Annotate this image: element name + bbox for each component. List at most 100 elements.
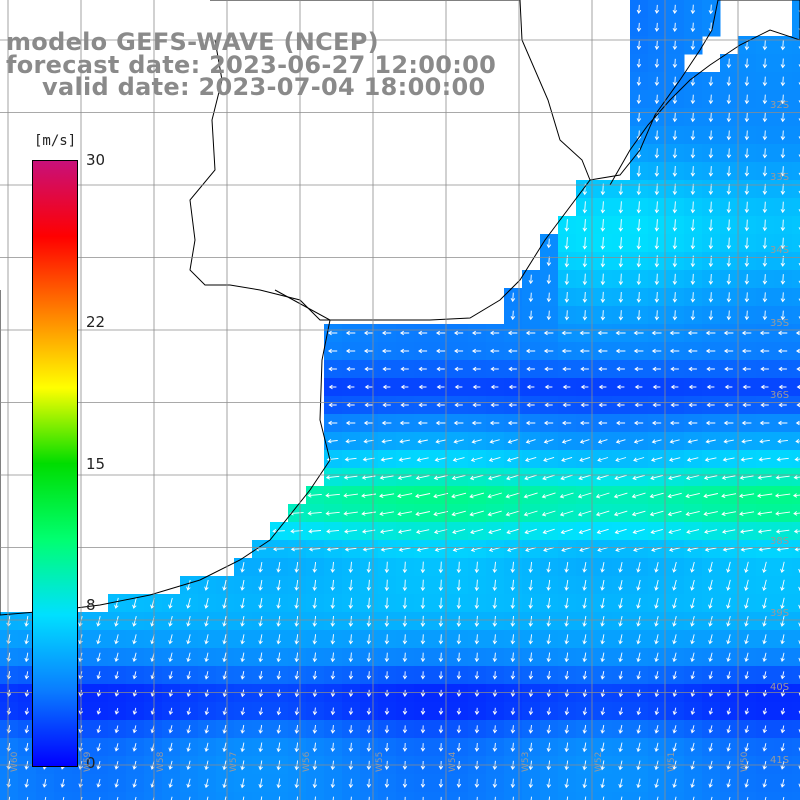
wind-arrow	[492, 689, 498, 698]
wind-arrow	[453, 439, 464, 444]
wind-arrow	[276, 707, 282, 716]
wind-arrow	[744, 130, 750, 141]
wind-arrow	[528, 725, 534, 734]
wind-arrow	[456, 561, 462, 574]
wind-arrow	[366, 725, 372, 734]
wind-arrow	[132, 689, 138, 697]
wind-arrow	[398, 457, 411, 462]
wind-arrow	[708, 112, 714, 123]
wind-arrow	[705, 439, 716, 444]
wind-arrow	[757, 511, 773, 516]
wind-arrow	[508, 384, 517, 390]
wind-arrow	[366, 597, 372, 610]
wind-arrow	[708, 652, 713, 663]
wind-arrow	[579, 546, 591, 552]
wind-arrow	[721, 529, 736, 534]
wind-arrow	[562, 402, 571, 408]
wind-arrow	[690, 219, 696, 232]
wind-arrow	[708, 130, 714, 141]
wind-arrow	[633, 457, 645, 462]
wind-arrow	[708, 166, 714, 177]
wind-arrow	[615, 547, 627, 552]
wind-arrow	[325, 511, 340, 516]
wind-arrow	[744, 292, 750, 303]
wind-arrow	[348, 579, 354, 592]
wind-arrow	[435, 420, 446, 426]
wind-arrow	[744, 274, 750, 285]
wind-arrow	[453, 420, 464, 426]
wind-arrow	[708, 219, 714, 232]
wind-speed-cell	[792, 216, 800, 235]
wind-arrow	[793, 529, 800, 534]
wind-arrow	[798, 783, 800, 788]
wind-arrow	[708, 94, 714, 105]
wind-arrow	[672, 652, 677, 663]
wind-arrow	[775, 529, 790, 534]
wind-arrow	[436, 348, 446, 354]
wind-arrow	[757, 529, 772, 534]
wind-speed-cell	[792, 180, 800, 199]
wind-arrow	[204, 634, 209, 645]
wind-arrow	[708, 183, 714, 196]
wind-arrow	[330, 689, 336, 698]
wind-arrow	[398, 547, 411, 552]
wind-arrow	[580, 366, 589, 372]
wind-arrow	[492, 742, 498, 752]
wind-arrow	[744, 597, 749, 609]
wind-arrow	[24, 671, 30, 680]
wind-arrow	[672, 597, 677, 609]
wind-arrow	[474, 652, 480, 663]
wind-arrow	[204, 579, 209, 591]
wind-arrow	[726, 237, 732, 250]
wind-arrow	[204, 652, 209, 663]
wind-arrow	[381, 348, 392, 354]
wind-arrow	[44, 796, 47, 800]
wind-arrow	[762, 615, 767, 627]
wind-arrow	[597, 439, 608, 444]
wind-arrow	[528, 310, 534, 321]
wind-arrow	[708, 4, 714, 15]
wind-arrow	[780, 94, 786, 105]
wind-speed-cell	[792, 90, 800, 109]
wind-arrow	[327, 348, 338, 354]
wind-arrow	[526, 366, 535, 372]
wind-arrow	[474, 778, 480, 788]
wind-arrow	[726, 597, 731, 609]
wind-arrow	[420, 689, 426, 697]
wind-arrow	[618, 707, 624, 716]
wind-arrow	[258, 742, 263, 753]
wind-arrow	[672, 778, 677, 789]
wind-speed-cell	[792, 612, 800, 631]
wind-arrow	[384, 689, 390, 697]
wind-speed-cell	[270, 792, 289, 800]
wind-arrow	[690, 166, 696, 177]
wind-arrow	[326, 529, 340, 534]
wind-arrow	[636, 4, 642, 14]
wind-arrow	[456, 597, 462, 610]
wind-arrow	[348, 615, 354, 627]
wind-arrow	[654, 165, 660, 177]
wind-arrow	[330, 597, 335, 610]
wind-arrow	[726, 219, 732, 232]
wind-arrow	[114, 597, 119, 609]
wind-arrow	[632, 474, 646, 481]
wind-arrow	[541, 510, 556, 517]
longitude-label: W54	[448, 751, 458, 772]
wind-arrow	[618, 742, 623, 753]
wind-arrow	[762, 183, 768, 195]
wind-arrow	[618, 562, 623, 573]
wind-speed-cell	[792, 306, 800, 325]
wind-arrow	[739, 475, 754, 480]
wind-arrow	[489, 439, 500, 444]
wind-arrow	[312, 579, 317, 591]
wind-arrow	[741, 420, 752, 426]
wind-arrow	[564, 597, 569, 609]
wind-arrow	[654, 561, 659, 573]
wind-arrow	[654, 634, 659, 645]
wind-arrow	[96, 725, 102, 734]
wind-arrow	[597, 547, 609, 552]
wind-speed-cell	[792, 252, 800, 271]
wind-speed-cell	[792, 324, 800, 343]
wind-arrow	[528, 689, 534, 698]
wind-arrow	[708, 292, 714, 303]
